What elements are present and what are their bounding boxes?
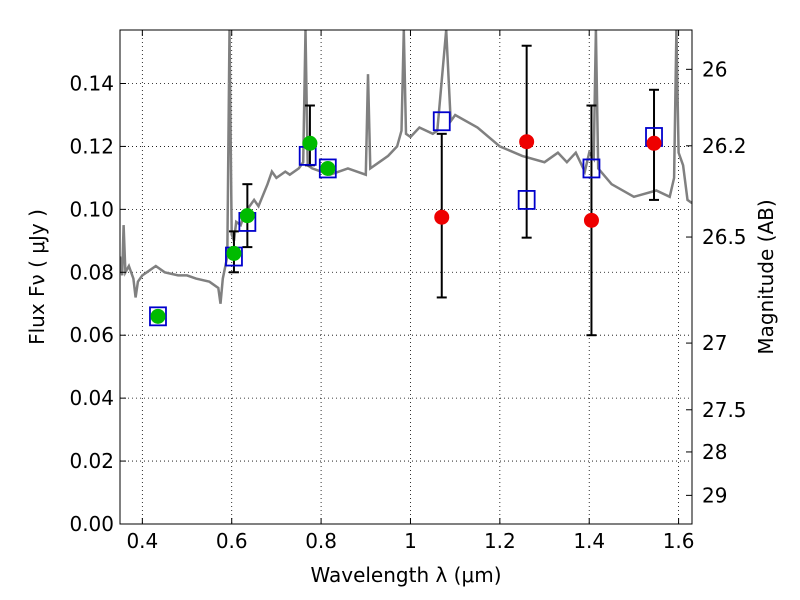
y-tick-label: 0.08 [69,260,114,284]
x-tick-label: 1 [404,529,417,553]
y-tick-label: 0.00 [69,512,114,536]
x-tick-label: 0.6 [216,529,248,553]
y-tick-label: 0.12 [69,134,114,158]
model-photometry-square [582,158,601,179]
y-tick-label: 0.14 [69,71,114,95]
x-tick-label: 0.4 [126,529,158,553]
low-significance-point [434,209,450,225]
x-tick-label: 1.6 [663,529,695,553]
spectrum-line [120,30,692,304]
data-points [149,111,663,327]
y-tick-label: 0.10 [69,197,114,221]
mag-tick-label: 27 [702,331,727,355]
detection-point [239,208,255,224]
model-photometry-square [318,158,337,179]
y-axis-label: Flux Fν ( μJy ) [25,209,49,345]
model-spectrum [120,30,692,304]
mag-tick-label: 26.5 [702,225,747,249]
low-significance-point [646,135,662,151]
axis-ticks: 0.4 0.6 0.8 1 1.2 1.4 1.6 0.00 0.02 0.04 0.06 0.08 0… [69,30,747,553]
x-tick-label: 1.2 [484,529,516,553]
y-tick-label: 0.04 [69,386,114,410]
x-tick-label: 1.4 [573,529,605,553]
mag-tick-label: 29 [702,483,727,507]
detection-point [150,308,166,324]
x-tick-label: 0.8 [305,529,337,553]
y-tick-label: 0.06 [69,323,114,347]
mag-tick-label: 28 [702,440,727,464]
mag-tick-label: 27.5 [702,398,747,422]
model-photometry-square [517,190,536,210]
detection-point [302,135,318,151]
mag-tick-label: 26 [702,57,727,81]
plot-frame [119,29,693,525]
mag-tick-label: 26.2 [702,134,747,158]
y-tick-label: 0.02 [69,449,114,473]
model-photometry-square [432,111,451,132]
low-significance-point [583,212,599,228]
model-photometry-square [149,306,167,327]
x-axis-label: Wavelength λ (μm) [310,563,501,587]
detection-point [320,160,336,176]
low-significance-point [519,134,535,150]
detection-point [226,245,242,261]
y2-axis-label: Magnitude (AB) [754,199,778,354]
